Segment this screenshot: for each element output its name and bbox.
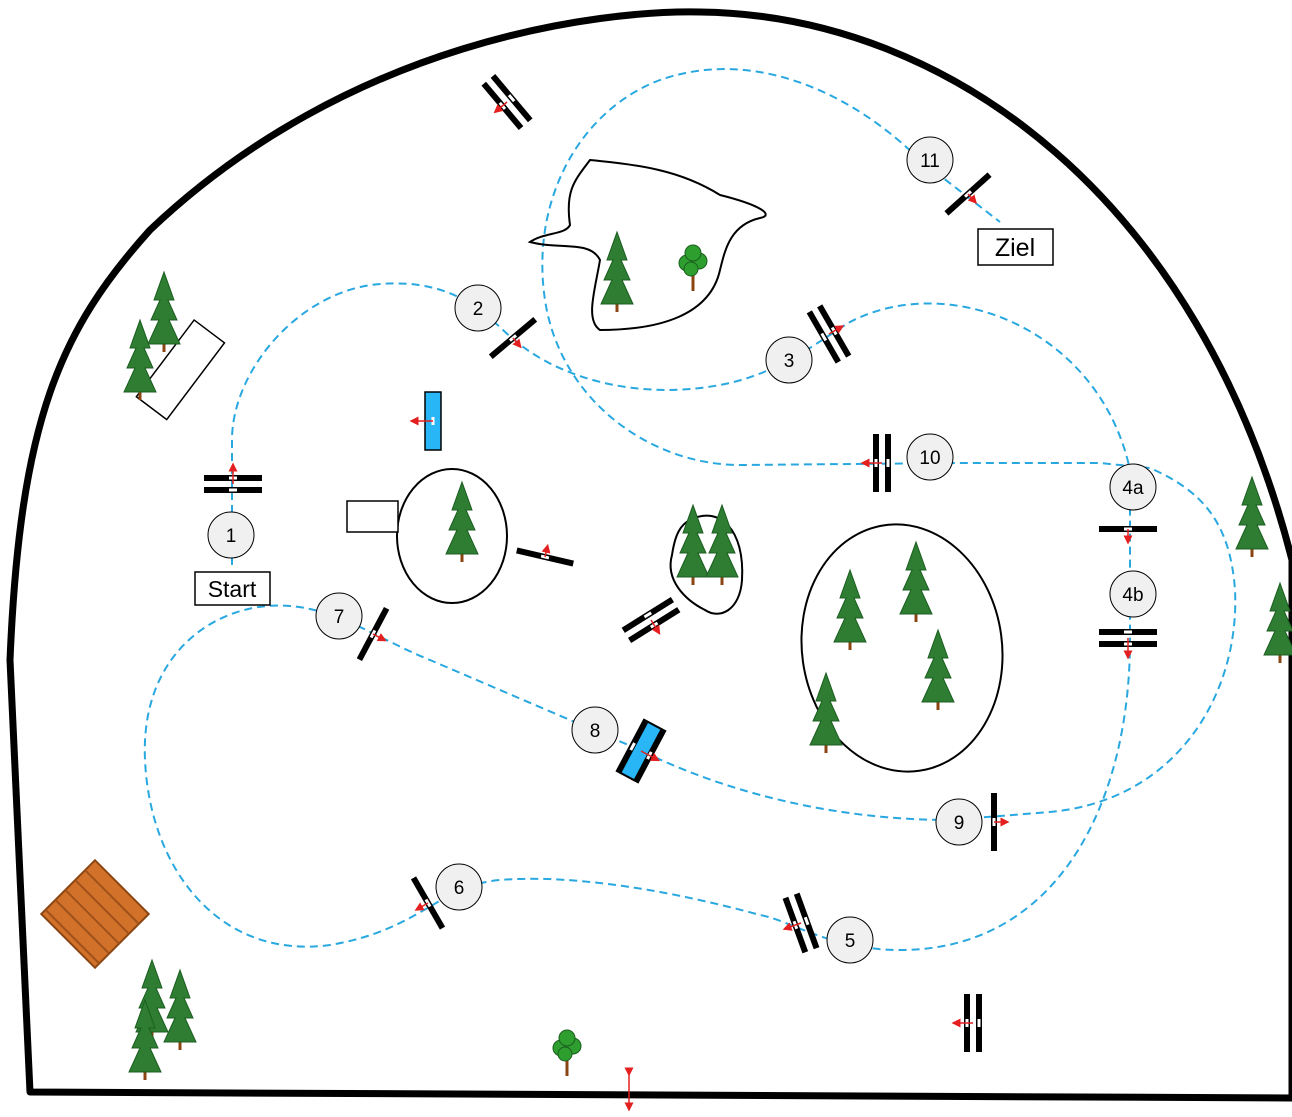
station-number: 6 <box>454 878 465 899</box>
station-circle <box>435 863 483 911</box>
tree-island-large <box>800 523 1004 773</box>
spare-jump <box>621 596 681 644</box>
station-marker-1: 1 <box>207 511 255 559</box>
station-number: 7 <box>334 607 345 628</box>
station-circle <box>906 433 954 481</box>
station-circle <box>906 136 954 184</box>
station-circle <box>1109 570 1157 618</box>
station-number: 3 <box>784 351 795 372</box>
spare-jump <box>481 73 533 131</box>
tree-icon <box>921 629 955 711</box>
tree-icon <box>163 969 197 1051</box>
jump-5 <box>782 892 820 954</box>
station-marker-3: 3 <box>765 336 813 384</box>
station-marker-2: 2 <box>454 284 502 332</box>
arena-boundary <box>6 8 1292 1102</box>
station-number: 2 <box>473 299 484 320</box>
station-marker-5: 5 <box>826 916 874 964</box>
tree-icon <box>123 319 157 401</box>
station-marker-6: 6 <box>435 863 483 911</box>
station-circle <box>826 916 874 964</box>
station-number: 5 <box>845 931 856 952</box>
station-marker-8: 8 <box>571 706 619 754</box>
jump-3 <box>806 304 852 364</box>
tree-icon <box>705 504 739 586</box>
spare-jump-water <box>409 391 442 451</box>
station-number: 9 <box>954 813 965 834</box>
side-rectangle-obstacle <box>135 318 226 421</box>
station-number: 4b <box>1122 585 1143 606</box>
spare-jump <box>951 994 982 1052</box>
station-marker-7: 7 <box>315 592 363 640</box>
finish-label-box: Ziel <box>977 228 1054 266</box>
tree-icon <box>600 231 634 313</box>
forest-island-top <box>527 158 767 332</box>
tree-icon <box>809 672 843 754</box>
station-circle <box>315 592 363 640</box>
jump-6 <box>410 876 446 930</box>
station-marker-4b: 4b <box>1109 570 1157 618</box>
tree-icon <box>1235 476 1269 558</box>
jump-8-water <box>615 718 667 784</box>
station-marker-10: 10 <box>906 433 954 481</box>
station-circle <box>454 284 502 332</box>
small-rectangle-obstacle <box>346 500 399 533</box>
hut-roof-icon <box>39 858 151 970</box>
jump-10 <box>860 434 891 492</box>
station-number: 10 <box>919 448 940 469</box>
station-marker-9: 9 <box>935 798 983 846</box>
tree-icon <box>833 569 867 651</box>
tree-island-left <box>396 468 508 604</box>
station-number: 1 <box>226 526 237 547</box>
station-circle <box>571 706 619 754</box>
jump-4b <box>1099 629 1157 660</box>
tree-icon <box>899 541 933 623</box>
jump-4a <box>1099 526 1157 545</box>
jump-2 <box>488 317 538 359</box>
station-marker-11: 11 <box>906 136 954 184</box>
jump-7 <box>356 606 390 662</box>
tree-icon <box>551 1028 583 1078</box>
jump-11 <box>944 172 992 216</box>
station-number: 4a <box>1122 478 1144 499</box>
station-circle <box>207 511 255 559</box>
start-label: Start <box>208 576 257 602</box>
tree-island-small <box>669 514 744 615</box>
finish-label: Ziel <box>995 234 1035 262</box>
start-label-box: Start <box>194 571 271 606</box>
station-number: 11 <box>920 151 940 172</box>
course-route <box>143 68 1237 952</box>
tree-icon <box>147 271 181 353</box>
station-circle <box>765 336 813 384</box>
jump-9 <box>991 793 1010 851</box>
tree-icon <box>1263 582 1292 664</box>
station-circle <box>1109 463 1157 511</box>
tree-icon <box>676 504 710 586</box>
station-number: 8 <box>590 721 601 742</box>
jump-1 <box>204 462 262 493</box>
tree-icon <box>445 481 479 563</box>
station-marker-4a: 4a <box>1109 463 1157 511</box>
tree-icon <box>677 243 709 293</box>
station-circle <box>935 798 983 846</box>
spare-jump <box>516 543 574 567</box>
